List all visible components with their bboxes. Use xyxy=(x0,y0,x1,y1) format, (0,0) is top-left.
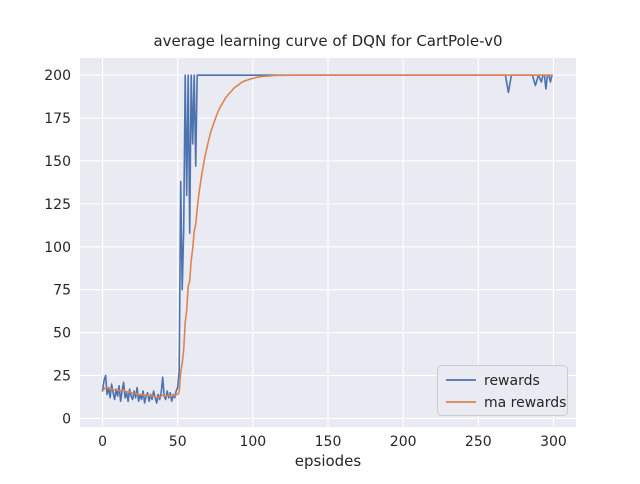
y-tick-label: 25 xyxy=(53,369,71,385)
legend-label-ma-rewards: ma rewards xyxy=(484,395,566,411)
y-tick-label: 50 xyxy=(53,326,71,342)
y-tick-label: 200 xyxy=(44,68,71,84)
legend-box xyxy=(437,365,568,416)
x-tick-label: 50 xyxy=(169,434,187,450)
y-tick-label: 150 xyxy=(44,154,71,170)
x-tick-label: 0 xyxy=(98,434,107,450)
x-tick-labels: 0 50 100 150 200 250 300 xyxy=(98,434,567,450)
x-tick-label: 100 xyxy=(239,434,266,450)
x-tick-label: 300 xyxy=(540,434,567,450)
series-line-ma-rewards xyxy=(101,74,553,398)
y-tick-label: 175 xyxy=(44,111,71,127)
series-lines xyxy=(101,74,553,404)
y-tick-label: 75 xyxy=(53,283,71,299)
legend-label-rewards: rewards xyxy=(484,373,540,389)
y-tick-label: 125 xyxy=(44,197,71,213)
y-tick-labels: 0 25 50 75 100 125 150 175 200 xyxy=(44,68,71,427)
x-tick-label: 150 xyxy=(315,434,342,450)
y-tick-label: 100 xyxy=(44,240,71,256)
y-tick-label: 0 xyxy=(62,411,71,427)
legend: rewards ma rewards xyxy=(437,365,568,416)
x-tick-label: 250 xyxy=(465,434,492,450)
chart-title: average learning curve of DQN for CartPo… xyxy=(153,32,502,50)
x-tick-label: 200 xyxy=(390,434,417,450)
x-axis-label: epsiodes xyxy=(295,452,362,470)
